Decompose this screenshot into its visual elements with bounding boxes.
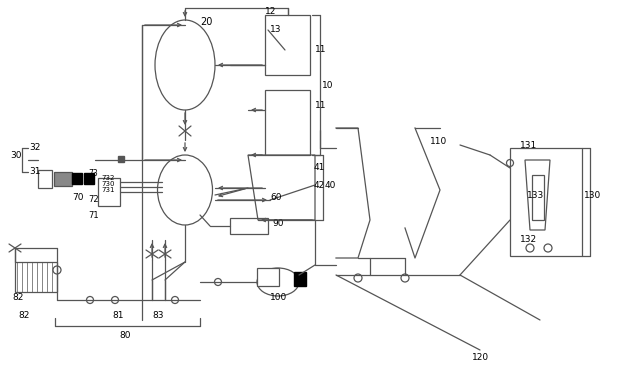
Bar [265, 15, 310, 75]
Bar [38, 170, 52, 188]
Text: 120: 120 [472, 354, 489, 362]
Text: 80: 80 [119, 330, 131, 340]
Text: 132: 132 [520, 235, 537, 244]
Bar [510, 148, 582, 256]
Text: 110: 110 [430, 138, 447, 147]
Bar [265, 90, 310, 155]
Text: 13: 13 [270, 25, 281, 34]
Text: 70: 70 [72, 194, 84, 202]
Text: 11: 11 [315, 100, 327, 110]
Text: 131: 131 [520, 141, 538, 149]
Text: 10: 10 [322, 80, 334, 89]
Bar [257, 268, 279, 286]
Text: 71: 71 [88, 210, 99, 219]
Text: 11: 11 [315, 45, 327, 55]
Text: 40: 40 [325, 180, 337, 190]
Text: 731: 731 [101, 187, 115, 193]
Text: 42: 42 [314, 180, 326, 190]
Text: 12: 12 [265, 8, 277, 17]
Bar [15, 262, 57, 292]
Text: 130: 130 [584, 191, 601, 199]
Text: 30: 30 [10, 150, 22, 160]
Bar [84, 173, 94, 184]
Text: 31: 31 [29, 168, 40, 177]
Text: 73: 73 [88, 169, 98, 179]
Bar [230, 218, 268, 234]
Text: 20: 20 [200, 17, 213, 27]
Text: 82: 82 [18, 310, 29, 319]
Text: 81: 81 [112, 310, 123, 319]
Text: 72: 72 [88, 196, 99, 205]
Text: 41: 41 [314, 163, 326, 172]
Bar [294, 272, 306, 286]
Text: 32: 32 [29, 144, 40, 152]
Bar [54, 172, 72, 186]
Bar [532, 175, 544, 220]
Text: 83: 83 [152, 310, 164, 319]
Text: 732: 732 [101, 175, 114, 181]
Text: 100: 100 [270, 293, 287, 302]
Text: 133: 133 [527, 191, 544, 199]
Bar [72, 173, 82, 184]
Text: 82: 82 [12, 293, 24, 302]
Bar [118, 156, 124, 162]
Bar [98, 178, 120, 206]
Text: 60: 60 [270, 194, 281, 202]
Text: 90: 90 [272, 219, 283, 227]
Text: 730: 730 [101, 181, 115, 187]
